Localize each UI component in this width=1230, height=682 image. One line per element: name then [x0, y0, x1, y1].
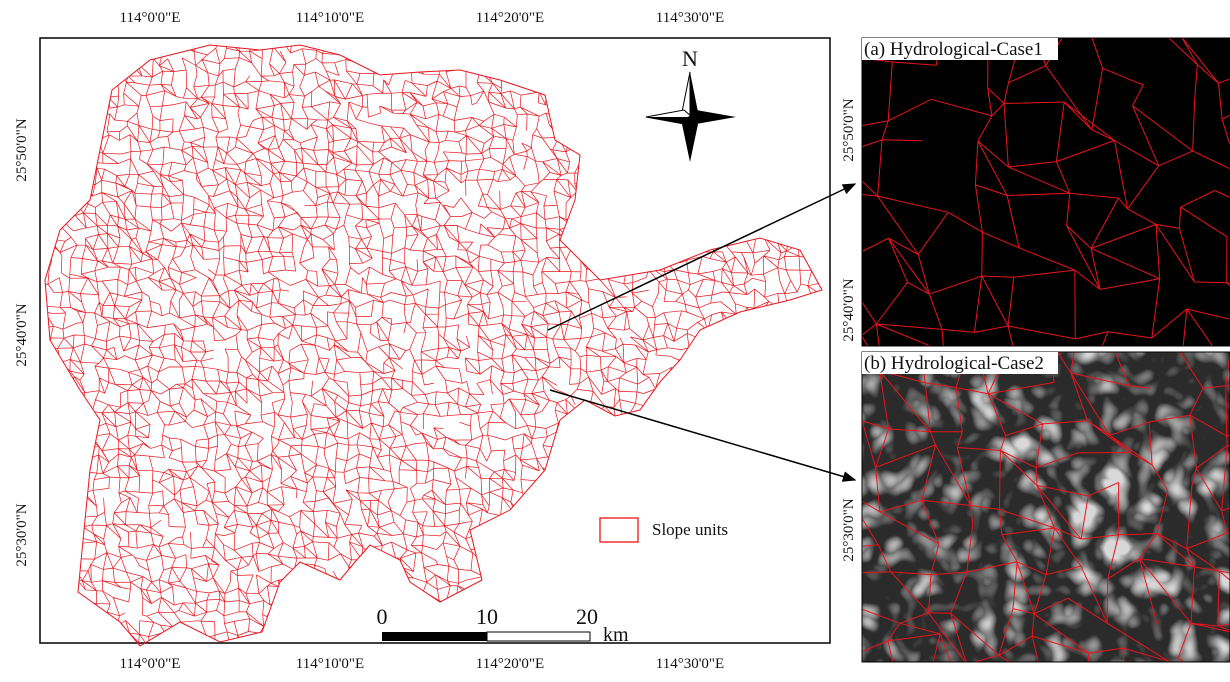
y-label: 25°30'0"N — [14, 503, 30, 566]
x-label-top: 114°0'0"E — [120, 10, 181, 26]
x-label-bottom: 114°20'0"E — [476, 656, 544, 672]
scale-tick: 10 — [476, 604, 498, 629]
panel-y-label: 25°30'0"N — [841, 498, 857, 561]
x-label-bottom: 114°30'0"E — [656, 656, 724, 672]
y-label: 25°50'0"N — [14, 118, 30, 181]
scale-tick: 0 — [377, 604, 388, 629]
panel-y-label: 25°50'0"N — [841, 98, 857, 161]
legend-label: Slope units — [652, 520, 728, 539]
map-frame — [40, 38, 830, 643]
scale-tick: 20 — [576, 604, 598, 629]
panel-y-label: 25°40'0"N — [841, 278, 857, 341]
scale-unit: km — [603, 624, 629, 646]
y-label: 25°40'0"N — [14, 303, 30, 366]
panel-title: (b) Hydrological-Case2 — [864, 353, 1044, 374]
panel-title: (a) Hydrological-Case1 — [864, 39, 1043, 60]
figure: 114°0'0"E 114°10'0"E 114°20'0"E 114°30'0… — [0, 0, 1230, 682]
x-label-top: 114°10'0"E — [296, 10, 364, 26]
x-label-bottom: 114°0'0"E — [120, 656, 181, 672]
x-label-top: 114°20'0"E — [476, 10, 544, 26]
panel-b-image — [837, 331, 1230, 682]
x-label-top: 114°30'0"E — [656, 10, 724, 26]
north-label: N — [682, 46, 698, 71]
panel-a-image — [833, 15, 1230, 382]
x-label-bottom: 114°10'0"E — [296, 656, 364, 672]
